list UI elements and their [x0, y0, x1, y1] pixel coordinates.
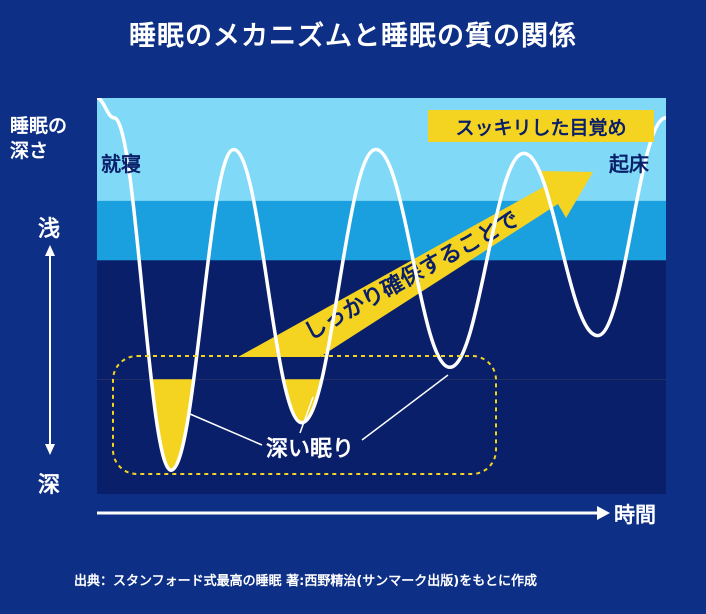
wake-note-badge — [428, 110, 654, 142]
y-axis-label-line-1: 睡眠の — [10, 115, 68, 137]
x-axis-arrowhead — [597, 506, 610, 520]
source-note: 出典：スタンフォード式最高の睡眠 著:西野精治(サンマーク出版)をもとに作成 — [74, 574, 537, 589]
wake-note-label: スッキリした目覚め — [455, 116, 626, 139]
callout-line-3 — [361, 374, 449, 441]
end-label: 起床 — [608, 152, 650, 176]
y-axis-label-line-2: 深さ — [10, 140, 49, 162]
band-mid — [97, 200, 666, 261]
y-tick-top: 浅 — [38, 217, 60, 242]
deep-sleep-label: 深い眠り — [266, 437, 354, 462]
page-title: 睡眠のメカニズムと睡眠の質の関係 — [129, 21, 577, 52]
callout-line-2 — [299, 396, 314, 434]
callout-line-1 — [189, 413, 263, 446]
y-tick-bottom: 深 — [38, 473, 60, 498]
y-axis-label: 睡眠の 深さ — [10, 114, 90, 164]
y-axis-arrowhead-up — [45, 245, 55, 256]
start-label: 就寝 — [101, 152, 141, 176]
x-axis-label: 時間 — [614, 503, 656, 527]
sleep-curve — [97, 98, 666, 472]
y-axis-arrowhead-down — [45, 444, 55, 455]
